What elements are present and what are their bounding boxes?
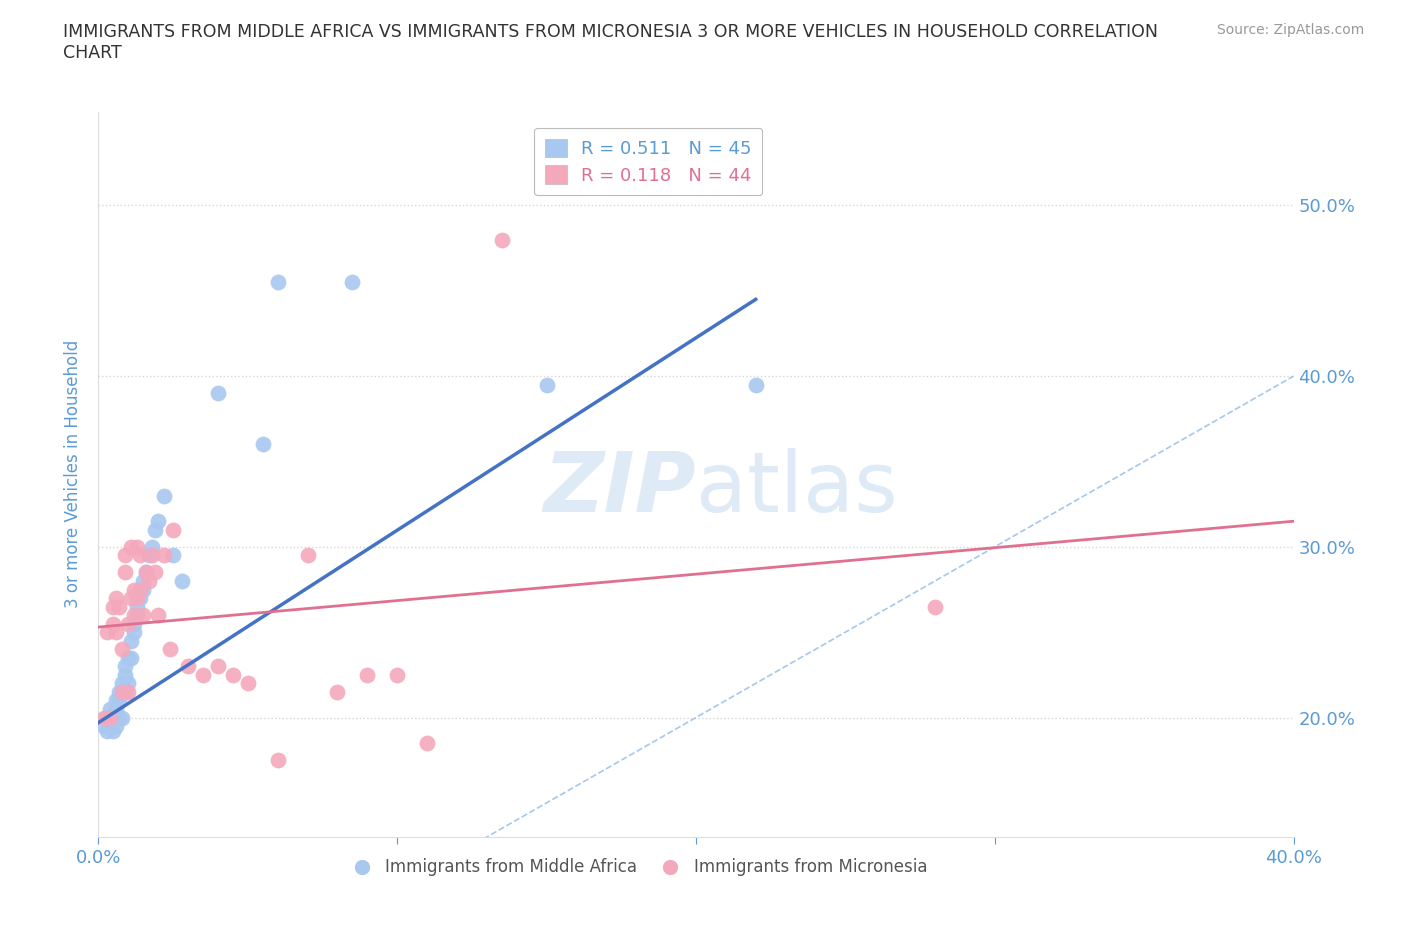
Point: [117, 676, 139, 691]
Point: [148, 513, 170, 528]
Point: [120, 539, 142, 554]
Point: [141, 548, 163, 563]
Point: [326, 684, 349, 699]
Point: [114, 565, 136, 580]
Point: [93, 719, 115, 734]
Point: [111, 642, 134, 657]
Point: [148, 607, 170, 622]
Point: [105, 719, 128, 734]
Point: [114, 548, 136, 563]
Point: [120, 591, 142, 605]
Text: ZIP: ZIP: [543, 448, 696, 529]
Point: [342, 275, 364, 290]
Point: [416, 736, 439, 751]
Point: [924, 599, 946, 614]
Legend: Immigrants from Middle Africa, Immigrants from Micronesia: Immigrants from Middle Africa, Immigrant…: [339, 852, 934, 883]
Point: [132, 607, 155, 622]
Point: [105, 625, 128, 640]
Point: [120, 633, 142, 648]
Point: [111, 676, 134, 691]
Text: Source: ZipAtlas.com: Source: ZipAtlas.com: [1216, 23, 1364, 37]
Point: [98, 711, 122, 725]
Point: [103, 724, 125, 738]
Point: [236, 676, 259, 691]
Point: [222, 668, 245, 683]
Point: [98, 701, 122, 716]
Point: [153, 548, 176, 563]
Point: [114, 658, 136, 673]
Point: [491, 232, 513, 247]
Point: [108, 693, 131, 708]
Point: [297, 548, 319, 563]
Point: [117, 617, 139, 631]
Point: [127, 607, 149, 622]
Point: [191, 668, 214, 683]
Point: [124, 625, 146, 640]
Point: [162, 523, 184, 538]
Point: [93, 711, 115, 725]
Point: [132, 574, 155, 589]
Point: [153, 488, 176, 503]
Point: [96, 711, 118, 725]
Point: [159, 642, 181, 657]
Point: [252, 437, 274, 452]
Point: [536, 378, 558, 392]
Point: [135, 565, 157, 580]
Point: [111, 711, 134, 725]
Point: [143, 565, 166, 580]
Point: [124, 582, 146, 597]
Point: [108, 711, 131, 725]
Point: [129, 582, 152, 597]
Point: [127, 591, 149, 605]
Point: [111, 684, 134, 699]
Text: IMMIGRANTS FROM MIDDLE AFRICA VS IMMIGRANTS FROM MICRONESIA 3 OR MORE VEHICLES I: IMMIGRANTS FROM MIDDLE AFRICA VS IMMIGRA…: [63, 23, 1159, 62]
Point: [138, 574, 160, 589]
Point: [98, 719, 122, 734]
Point: [105, 591, 128, 605]
Point: [745, 378, 768, 392]
Point: [103, 599, 125, 614]
Point: [162, 548, 184, 563]
Point: [129, 548, 152, 563]
Point: [103, 713, 125, 728]
Point: [96, 724, 118, 738]
Point: [143, 523, 166, 538]
Point: [124, 607, 146, 622]
Point: [114, 684, 136, 699]
Point: [103, 711, 125, 725]
Point: [177, 658, 200, 673]
Point: [105, 693, 128, 708]
Point: [127, 539, 149, 554]
Point: [114, 668, 136, 683]
Point: [135, 565, 157, 580]
Y-axis label: 3 or more Vehicles in Household: 3 or more Vehicles in Household: [65, 340, 83, 608]
Point: [138, 548, 160, 563]
Point: [111, 684, 134, 699]
Point: [267, 275, 290, 290]
Point: [108, 599, 131, 614]
Point: [356, 668, 378, 683]
Point: [132, 582, 155, 597]
Point: [207, 658, 229, 673]
Point: [172, 574, 194, 589]
Point: [141, 539, 163, 554]
Point: [105, 701, 128, 716]
Point: [96, 625, 118, 640]
Point: [117, 684, 139, 699]
Point: [124, 617, 146, 631]
Point: [207, 386, 229, 401]
Text: atlas: atlas: [696, 448, 897, 529]
Point: [127, 599, 149, 614]
Point: [120, 650, 142, 665]
Point: [108, 684, 131, 699]
Point: [267, 752, 290, 767]
Point: [129, 591, 152, 605]
Point: [103, 617, 125, 631]
Point: [385, 668, 409, 683]
Point: [117, 650, 139, 665]
